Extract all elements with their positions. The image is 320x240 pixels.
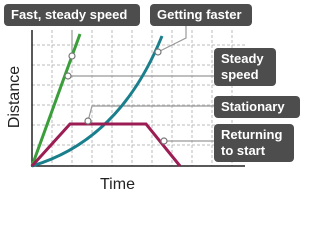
y-axis-label: Distance xyxy=(6,65,24,129)
label-box: Steady speed xyxy=(214,48,276,86)
x-axis-label: Time xyxy=(100,176,135,193)
curve-faster xyxy=(31,35,164,168)
label-box: Returning to start xyxy=(214,124,294,162)
markers xyxy=(64,48,168,145)
line-return xyxy=(30,122,182,168)
axes xyxy=(31,30,245,167)
label-box: Getting faster xyxy=(150,4,252,26)
diagram: Distance Time Fast, steady speed Getting… xyxy=(4,4,300,193)
label-box: Fast, steady speed xyxy=(4,4,140,26)
label-box: Stationary xyxy=(214,96,300,118)
graph xyxy=(30,14,245,168)
